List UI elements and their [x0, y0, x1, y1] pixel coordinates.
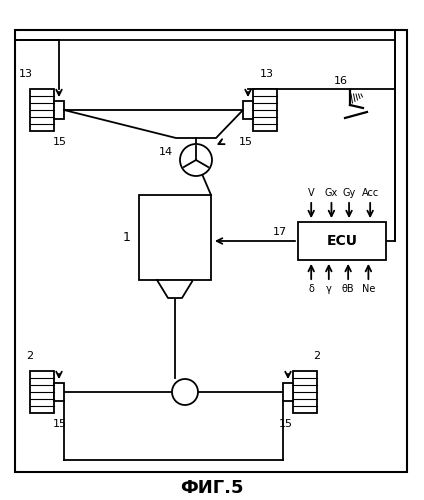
Text: 16: 16 — [334, 76, 348, 86]
Text: Gy: Gy — [343, 188, 356, 198]
Bar — [139, 195, 211, 280]
Bar — [253, 89, 277, 131]
Text: θB: θB — [342, 284, 354, 294]
Circle shape — [180, 144, 212, 176]
Bar — [283, 383, 293, 401]
Text: 15: 15 — [53, 419, 67, 429]
Polygon shape — [64, 110, 243, 138]
Bar — [293, 371, 317, 413]
Text: ФИГ.5: ФИГ.5 — [180, 479, 244, 497]
Text: 13: 13 — [260, 69, 274, 79]
Bar — [243, 101, 253, 119]
Text: γ: γ — [326, 284, 332, 294]
Text: 15: 15 — [239, 137, 253, 147]
Text: 2: 2 — [313, 351, 321, 361]
Text: Ne: Ne — [362, 284, 375, 294]
Text: 13: 13 — [19, 69, 33, 79]
Bar — [15, 30, 407, 472]
Bar — [30, 371, 54, 413]
Bar — [30, 89, 54, 131]
Text: δ: δ — [308, 284, 314, 294]
Bar — [54, 383, 64, 401]
Circle shape — [172, 379, 198, 405]
Text: Gx: Gx — [325, 188, 338, 198]
Text: 2: 2 — [26, 351, 33, 361]
Text: V: V — [308, 188, 315, 198]
Text: 15: 15 — [53, 137, 67, 147]
Polygon shape — [157, 280, 193, 298]
Text: ECU: ECU — [326, 234, 357, 248]
Text: 1: 1 — [123, 231, 131, 244]
Bar — [298, 222, 386, 260]
Text: 17: 17 — [273, 227, 287, 237]
Text: Acc: Acc — [362, 188, 379, 198]
Bar — [54, 101, 64, 119]
Text: 15: 15 — [279, 419, 293, 429]
Text: 14: 14 — [159, 147, 173, 157]
